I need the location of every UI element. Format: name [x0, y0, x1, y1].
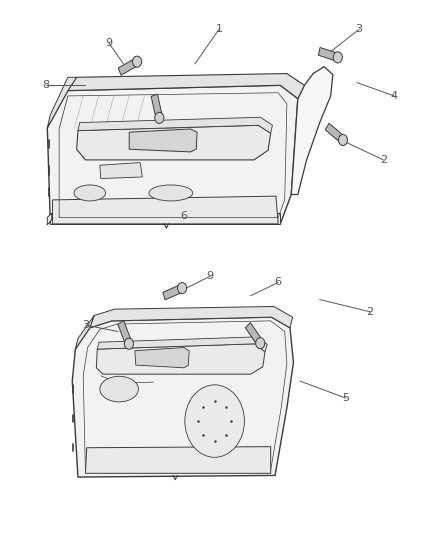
Polygon shape — [77, 125, 271, 160]
Text: 3: 3 — [82, 320, 89, 330]
Polygon shape — [118, 321, 132, 345]
Polygon shape — [53, 196, 278, 224]
Polygon shape — [72, 317, 293, 477]
Text: 8: 8 — [42, 80, 49, 90]
Polygon shape — [78, 117, 272, 133]
Polygon shape — [318, 47, 339, 61]
Ellipse shape — [149, 185, 193, 201]
Text: 4: 4 — [391, 91, 398, 101]
Circle shape — [185, 385, 244, 457]
Circle shape — [133, 56, 141, 67]
Polygon shape — [68, 74, 304, 99]
Polygon shape — [96, 344, 265, 374]
Text: 6: 6 — [180, 211, 187, 221]
Polygon shape — [90, 306, 293, 328]
Polygon shape — [85, 447, 271, 473]
Polygon shape — [97, 337, 267, 352]
Polygon shape — [47, 77, 77, 128]
Ellipse shape — [74, 185, 106, 201]
Text: 9: 9 — [105, 38, 112, 47]
Circle shape — [124, 338, 134, 349]
Polygon shape — [245, 322, 263, 346]
Ellipse shape — [100, 376, 138, 402]
Text: 5: 5 — [343, 393, 350, 403]
Circle shape — [177, 282, 187, 294]
Polygon shape — [291, 67, 333, 195]
Text: 2: 2 — [367, 307, 374, 317]
Text: 3: 3 — [356, 25, 363, 34]
Polygon shape — [135, 348, 189, 368]
Circle shape — [333, 52, 343, 63]
Polygon shape — [325, 123, 345, 143]
Polygon shape — [47, 213, 52, 225]
Polygon shape — [163, 284, 183, 300]
Polygon shape — [118, 58, 138, 75]
Polygon shape — [47, 85, 298, 224]
Polygon shape — [151, 94, 162, 119]
Text: 2: 2 — [380, 155, 387, 165]
Polygon shape — [50, 213, 280, 224]
Circle shape — [339, 134, 347, 146]
Circle shape — [256, 337, 265, 349]
Text: 9: 9 — [207, 271, 214, 281]
Text: 6: 6 — [275, 278, 282, 287]
Circle shape — [155, 112, 164, 124]
Text: 1: 1 — [215, 25, 223, 34]
Polygon shape — [100, 163, 142, 179]
Polygon shape — [129, 129, 197, 152]
Polygon shape — [75, 316, 94, 349]
